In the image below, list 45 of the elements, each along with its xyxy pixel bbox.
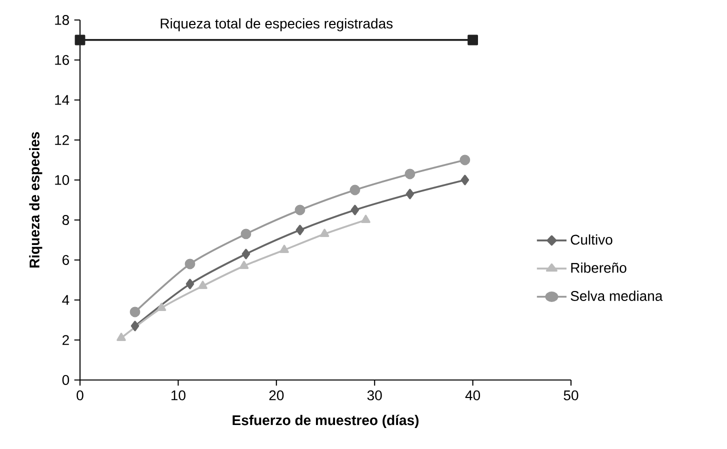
y-axis-title: Riqueza de especies bbox=[29, 132, 42, 268]
point bbox=[294, 204, 306, 216]
point bbox=[184, 258, 196, 270]
legend-label: Selva mediana bbox=[570, 290, 663, 301]
legend-label: Cultivo bbox=[570, 234, 612, 245]
x-axis-title: Esfuerzo de muestreo (días) bbox=[232, 414, 419, 428]
point bbox=[186, 278, 194, 290]
y-tick-label: 0 bbox=[62, 375, 70, 385]
y-tick-label: 12 bbox=[55, 135, 69, 145]
y-tick-label: 14 bbox=[55, 95, 70, 105]
y-tick-label: 6 bbox=[62, 255, 69, 265]
y-tick-label: 2 bbox=[62, 335, 69, 345]
point bbox=[239, 260, 249, 270]
point bbox=[460, 154, 470, 166]
y-tick-label: 8 bbox=[62, 215, 69, 225]
point bbox=[350, 204, 360, 216]
point bbox=[296, 224, 304, 236]
point bbox=[468, 34, 478, 46]
point bbox=[280, 244, 289, 254]
point bbox=[156, 302, 166, 312]
x-tick-label: 30 bbox=[367, 390, 382, 400]
point bbox=[116, 332, 126, 342]
point bbox=[404, 168, 416, 180]
y-tick-label: 16 bbox=[55, 55, 69, 65]
point bbox=[198, 280, 208, 290]
legend-label: Ribereño bbox=[571, 262, 626, 273]
point bbox=[74, 34, 86, 46]
point bbox=[242, 248, 250, 260]
point bbox=[130, 306, 140, 318]
series-label: Riqueza total de especies registradas bbox=[160, 18, 393, 32]
x-tick-label: 0 bbox=[76, 390, 84, 400]
x-tick-label: 40 bbox=[465, 390, 480, 400]
point bbox=[130, 320, 140, 332]
point bbox=[361, 214, 370, 224]
x-tick-label: 50 bbox=[564, 390, 578, 400]
y-tick-label: 18 bbox=[55, 15, 69, 25]
x-tick-label: 20 bbox=[269, 390, 284, 400]
point bbox=[406, 188, 414, 200]
point bbox=[350, 184, 360, 196]
point bbox=[240, 228, 252, 240]
x-tick-label: 10 bbox=[171, 390, 186, 400]
point bbox=[320, 228, 330, 238]
point bbox=[460, 174, 470, 186]
y-tick-label: 10 bbox=[55, 175, 70, 185]
y-tick-label: 4 bbox=[62, 295, 70, 305]
